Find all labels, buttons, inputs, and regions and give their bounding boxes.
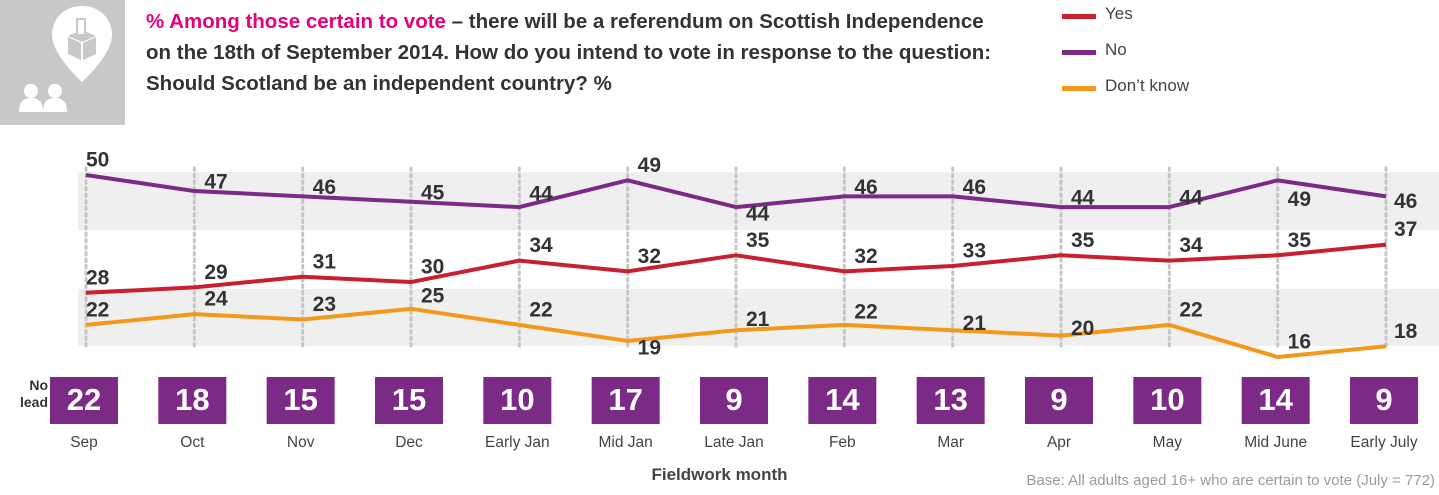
ballot-icon-graphic [19, 6, 112, 112]
data-label-yes: 31 [313, 250, 337, 273]
x-tick-label: Feb [829, 434, 856, 451]
data-label-yes: 35 [746, 229, 770, 252]
data-label-yes: 32 [638, 245, 661, 268]
x-tick-label: Mid June [1244, 434, 1307, 451]
lead-box [1350, 377, 1418, 424]
lead-value: 9 [725, 382, 742, 417]
data-label-yes: 33 [963, 240, 986, 263]
data-label-no: 49 [638, 154, 661, 177]
lead-value: 10 [500, 382, 534, 417]
lead-value: 10 [1150, 382, 1184, 417]
x-tick-label: Mar [937, 434, 964, 451]
data-label-yes: 35 [1071, 229, 1095, 252]
data-label-yes: 30 [421, 256, 444, 279]
x-axis-title: Fieldwork month [651, 465, 788, 484]
data-label-yes: 32 [854, 245, 877, 268]
series-line-yes [85, 242, 1387, 295]
lead-value: 15 [392, 382, 426, 417]
data-label-no: 46 [963, 176, 986, 199]
lead-box [808, 377, 877, 424]
lead-box [916, 377, 985, 424]
lead-box [700, 377, 768, 424]
line-chart: 28 29 31 30 34 32 35 32 33 35 34 35 37 50 47 46 45 44 49 44… [50, 149, 1439, 451]
legend-swatch-yes [1062, 14, 1096, 19]
lead-box [591, 377, 660, 424]
x-tick-label: Mid Jan [599, 434, 653, 451]
lead-value: 13 [933, 382, 967, 417]
data-label-no: 44 [529, 183, 553, 206]
x-tick-label: Early Jan [485, 434, 550, 451]
lead-box [483, 377, 552, 424]
data-label-no: 46 [1394, 190, 1417, 213]
lead-box [50, 377, 118, 424]
x-tick-label: Dec [395, 434, 423, 451]
lead-box [158, 377, 227, 424]
legend-swatch-dont-know [1062, 86, 1096, 91]
lead-box [266, 377, 335, 424]
data-label-yes: 28 [86, 266, 110, 289]
x-tick-label: Oct [180, 434, 205, 451]
lead-value: 9 [1050, 382, 1067, 417]
x-tick-label: Sep [70, 434, 98, 451]
lead-value: 9 [1375, 382, 1392, 417]
data-label-dont-know: 18 [1394, 320, 1418, 343]
lead-value: 15 [283, 382, 317, 417]
lead-box [1133, 377, 1202, 424]
lead-box [1241, 377, 1310, 424]
header: % Among those certain to vote – there wi… [0, 0, 1439, 130]
data-label-no: 44 [1071, 187, 1095, 210]
chart-title: % Among those certain to vote – there wi… [146, 6, 996, 99]
series-line-dont-know [85, 306, 1387, 359]
data-label-no: 44 [1179, 187, 1203, 210]
legend-label-dont-know: Don’t know [1105, 76, 1190, 95]
data-label-no: 44 [746, 203, 770, 226]
x-tick-label: May [1153, 434, 1183, 451]
lead-value: 22 [67, 382, 101, 417]
data-label-dont-know: 16 [1288, 331, 1311, 354]
lead-value: 14 [1258, 382, 1293, 417]
data-label-dont-know: 21 [746, 308, 770, 331]
data-label-dont-know: 25 [421, 284, 445, 307]
data-label-dont-know: 23 [313, 293, 336, 316]
data-label-dont-know: 24 [204, 288, 228, 311]
data-label-no: 45 [421, 181, 445, 204]
data-label-yes: 34 [529, 234, 553, 257]
lead-value: 17 [608, 382, 642, 417]
band-upper [78, 172, 1439, 230]
data-label-dont-know: 20 [1071, 317, 1094, 340]
title-question: – there will be a referendum on Scottish… [146, 10, 992, 95]
legend-label-no: No [1105, 40, 1127, 59]
base-note: Base: All adults aged 16+ who are certai… [1026, 472, 1435, 489]
data-label-no: 46 [313, 176, 336, 199]
x-tick-label: Early July [1350, 434, 1417, 451]
legend-label-yes: Yes [1105, 4, 1133, 23]
ballot-box-people-icon [0, 0, 125, 125]
lead-value: 14 [825, 382, 860, 417]
x-tick-label: Apr [1047, 434, 1071, 451]
data-label-no: 46 [854, 176, 877, 199]
data-label-dont-know: 22 [1179, 298, 1202, 321]
x-tick-label: Late Jan [704, 434, 763, 451]
data-label-yes: 34 [1179, 234, 1203, 257]
data-label-dont-know: 21 [963, 312, 987, 335]
data-label-dont-know: 22 [854, 300, 877, 323]
x-tick-label: Nov [287, 434, 315, 451]
data-label-yes: 29 [204, 261, 227, 284]
legend-swatch-no [1062, 50, 1096, 55]
data-label-yes: 37 [1394, 218, 1417, 241]
lead-value: 18 [175, 382, 209, 417]
data-label-dont-know: 22 [86, 298, 109, 321]
data-label-no: 49 [1288, 188, 1311, 211]
data-label-dont-know: 22 [529, 298, 552, 321]
data-label-dont-know: 19 [638, 336, 661, 359]
data-label-yes: 35 [1288, 229, 1312, 252]
data-label-no: 47 [204, 171, 227, 194]
data-label-no: 50 [86, 149, 109, 172]
title-highlight: % Among those certain to vote [146, 10, 446, 33]
lead-box [375, 377, 443, 424]
lead-box [1025, 377, 1093, 424]
no-lead-label: No lead [19, 377, 48, 410]
series-line-no [85, 173, 1387, 210]
